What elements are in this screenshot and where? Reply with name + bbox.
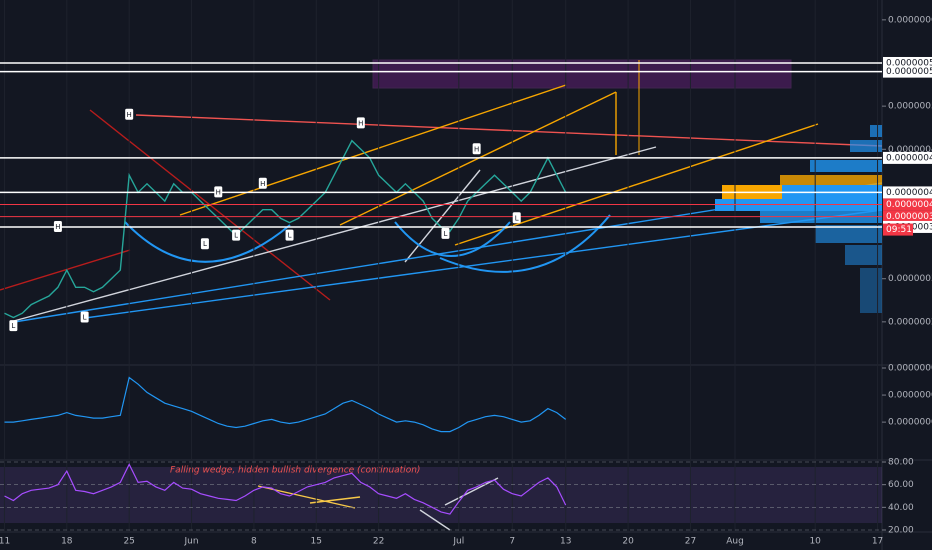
x-tick-label: 25: [123, 537, 134, 547]
pivot-marker: [200, 238, 209, 250]
trend-line: [0, 249, 131, 291]
trend-line: [9, 146, 657, 323]
price-badge-label: 0.00000044: [886, 153, 932, 163]
pivot-marker: [9, 320, 18, 332]
pivot-label: L: [83, 314, 87, 322]
x-tick-label: 13: [560, 537, 571, 547]
pivot-label: H: [127, 111, 132, 119]
cup-curve: [124, 221, 291, 263]
rsi-line: [4, 462, 567, 515]
rsi-band: [0, 467, 882, 523]
x-tick-label: 10: [809, 537, 821, 547]
profile-bar: [780, 175, 882, 185]
y-tick-label: 0.00000004: [888, 364, 932, 374]
pivot-marker: [356, 117, 365, 129]
target-zone: [372, 59, 792, 89]
price-badge: [883, 186, 932, 199]
pivot-label: L: [11, 322, 15, 330]
countdown: 09:51: [886, 225, 912, 235]
pivot-marker: [53, 220, 62, 232]
pivot-label: H: [474, 145, 479, 153]
x-tick-label: 17: [872, 537, 883, 547]
x-tick-label: 18: [61, 537, 73, 547]
profile-bar: [810, 160, 882, 172]
profile-bar: [860, 268, 882, 313]
price-badge: [883, 210, 932, 223]
pivot-label: L: [234, 232, 238, 240]
rsi-drawing: [419, 509, 451, 531]
x-tick-label: 20: [622, 537, 634, 547]
price-badge-label: 0.00000054: [886, 67, 932, 77]
rsi-drawing: [309, 496, 361, 504]
pivot-label: H: [216, 188, 221, 196]
pivot-marker: [512, 212, 521, 224]
profile-bar: [850, 140, 882, 152]
y-tick-label: 0.00000060: [888, 15, 932, 25]
support-line: [84, 209, 883, 319]
channel-line: [454, 123, 819, 246]
pivot-label: L: [288, 232, 292, 240]
pivot-label: L: [515, 214, 519, 222]
y-tick-label: 0.00000045: [888, 145, 932, 155]
pivot-marker: [232, 229, 241, 241]
pivot-label: H: [55, 223, 60, 231]
trend-line: [404, 169, 481, 263]
pivot-marker: [258, 177, 267, 189]
x-tick-label: 7: [509, 537, 515, 547]
price-badge: [883, 65, 932, 78]
profile-bar: [815, 225, 882, 243]
y-tick-label: 40.00: [888, 503, 914, 513]
pivot-marker: [214, 186, 223, 198]
cup-curve: [394, 221, 511, 257]
cup-curve: [439, 214, 611, 273]
rsi-annotation: Falling wedge, hidden bullish divergence…: [170, 466, 420, 476]
x-tick-label: Jul: [452, 537, 464, 547]
channel-line: [179, 84, 567, 216]
pivot-label: L: [444, 230, 448, 238]
y-tick-label: 0.00000025: [888, 317, 932, 327]
x-tick-label: 27: [685, 537, 696, 547]
profile-bar: [870, 125, 882, 137]
price-badge-label: 0.00000055: [886, 58, 932, 68]
y-tick-label: 0.00000002: [888, 391, 932, 401]
x-tick-label: 11: [0, 537, 10, 547]
price-badge: [883, 151, 932, 164]
x-tick-label: 8: [251, 537, 257, 547]
countdown-badge: [883, 223, 913, 236]
pivot-marker: [285, 229, 294, 241]
pivot-marker: [472, 143, 481, 155]
resistance-line: [135, 114, 883, 147]
y-tick-label: 0.00000000: [888, 418, 932, 428]
macd-line: [4, 376, 567, 433]
price-badge: [883, 56, 932, 69]
profile-bar: [845, 245, 882, 265]
x-tick-label: Aug: [726, 537, 744, 547]
x-tick-label: 15: [311, 537, 322, 547]
y-tick-label: 80.00: [888, 458, 914, 468]
price-line: [4, 139, 567, 319]
y-tick-label: 20.00: [888, 526, 914, 536]
price-badge-label: 0.00000039: [886, 212, 932, 222]
pivot-label: H: [358, 119, 363, 127]
x-tick-label: Jun: [184, 537, 199, 547]
pivot-marker: [441, 227, 450, 239]
y-tick-label: 60.00: [888, 480, 914, 490]
pivot-label: H: [260, 180, 265, 188]
price-badge: [883, 198, 932, 211]
pivot-label: L: [203, 240, 207, 248]
x-tick-label: 22: [373, 537, 384, 547]
pivot-marker: [80, 311, 89, 323]
pivot-marker: [125, 108, 134, 120]
rsi-drawing: [444, 477, 499, 506]
